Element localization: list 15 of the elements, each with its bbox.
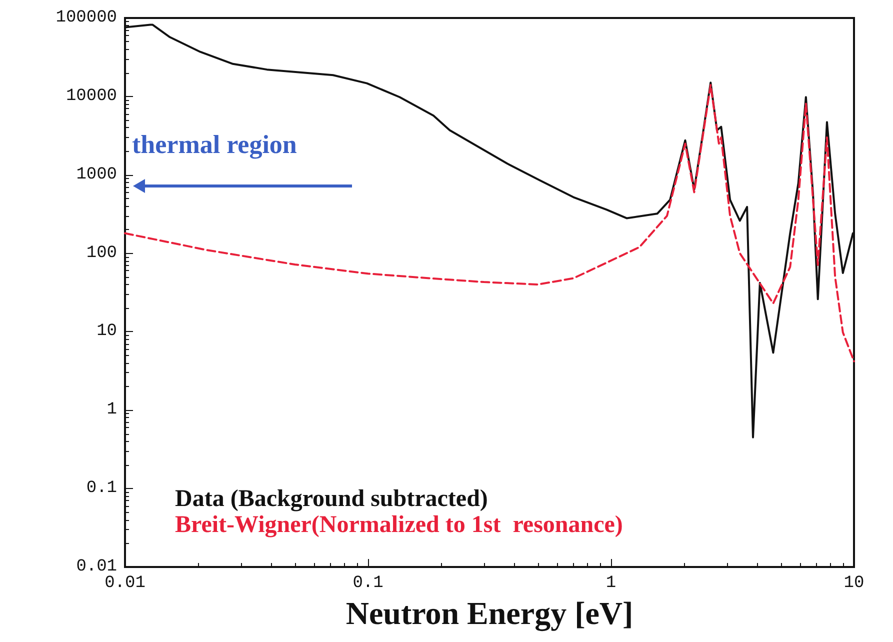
y-tick-label: 1000 <box>76 165 117 184</box>
y-tick-label: 100000 <box>56 8 117 28</box>
text: Data (Background subtracted) <box>175 486 488 512</box>
y-tick-label: 100 <box>86 244 117 263</box>
y-tick-label: 0.01 <box>76 558 117 576</box>
y-tick-label: 0.1 <box>86 479 117 498</box>
annotation: thermal region <box>132 130 297 160</box>
y-tick-label: 10 <box>96 322 117 342</box>
text: Breit-Wigner(Normalized to 1st resonance) <box>175 512 623 538</box>
x-axis-title: Neutron Energy [eV] <box>346 594 634 632</box>
x-tick-label: 10 <box>844 574 864 593</box>
x-tick-label: 1 <box>606 574 616 593</box>
y-tick-label: 1 <box>106 400 117 420</box>
y-tick-label: 10000 <box>66 86 117 106</box>
x-tick-label: 0.1 <box>352 574 384 593</box>
